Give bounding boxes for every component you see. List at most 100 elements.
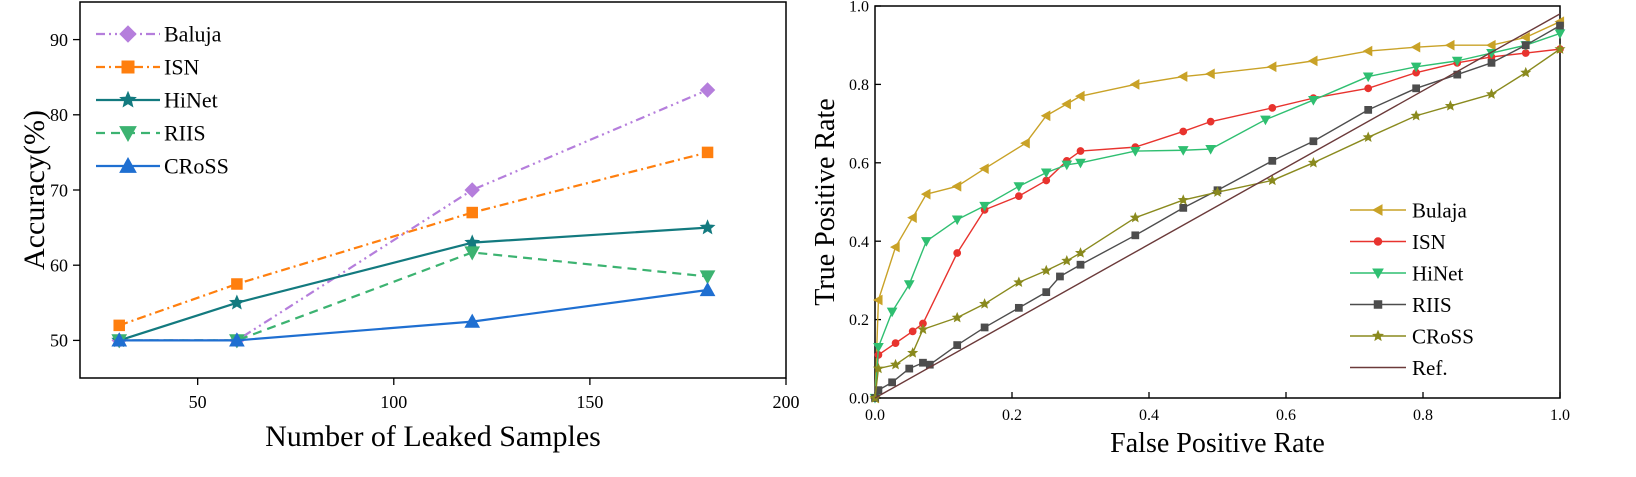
data-point [872,294,883,306]
data-point [951,311,963,323]
y-tick-label: 70 [50,180,68,200]
data-point [953,249,962,257]
legend: Bulaja ISN HiNet RIIS CRoSS Ref. [1350,198,1474,380]
data-point [1205,144,1216,155]
data-point [1556,21,1564,30]
legend-marker [1373,237,1383,246]
y-tick-label: 0.0 [849,391,869,408]
data-point [1040,264,1052,276]
data-point [1061,98,1071,110]
data-point [1013,276,1025,288]
data-point [905,364,914,373]
data-point [1131,231,1140,240]
data-point [464,246,481,261]
x-tick-label: 0.2 [1002,407,1022,424]
data-point [908,327,917,336]
series-hinet [869,29,1566,404]
data-point [1364,84,1373,93]
data-point [1040,110,1051,122]
y-tick-label: 0.4 [849,234,869,251]
data-point [1179,127,1188,136]
data-point [979,163,989,175]
x-tick-label: 0.0 [865,407,885,424]
data-point [1362,72,1374,83]
x-tick-label: 0.6 [1276,407,1296,424]
data-point [890,358,902,370]
data-point [1268,104,1277,112]
data-point [228,294,245,310]
y-tick-label: 60 [50,256,68,276]
data-point [891,339,900,347]
data-point [1129,79,1140,90]
data-point [888,378,896,387]
series-line [119,288,708,342]
y-axis-label: Accuracy(%) [18,110,51,270]
series-ref [874,13,1561,399]
x-tick-label: 1.0 [1550,407,1570,424]
legend-label: Baluja [164,22,222,47]
x-tick-label: 100 [380,392,407,412]
legend-label: CRoSS [164,154,229,179]
legend-label: ISN [164,55,200,80]
legend-marker [119,126,137,143]
data-point [1061,254,1073,266]
plot-frame [874,5,1561,399]
data-point [231,278,243,290]
series-line [874,13,1561,399]
data-point [1410,109,1422,121]
data-point [1074,90,1085,102]
data-point [1412,84,1421,93]
legend-label: RIIS [1412,293,1452,317]
data-point [979,298,991,309]
y-tick-label: 0.8 [849,77,869,94]
legend-marker [1372,268,1384,280]
data-point [1410,62,1422,73]
y-tick-label: 90 [50,30,68,50]
x-tick-label: 200 [773,392,800,412]
data-point [1260,115,1271,126]
y-axis-label: True Positive Rate [810,98,841,305]
data-point [701,146,714,159]
data-point [917,323,929,335]
series-line [118,226,708,342]
data-point [1211,186,1224,197]
data-point [699,281,716,297]
data-point [1485,39,1496,51]
data-point [1042,288,1051,297]
series-cross [869,43,1566,403]
data-point [951,180,962,192]
data-point [1177,194,1189,205]
data-point [1554,29,1566,39]
data-point [979,201,990,212]
data-point [1364,106,1373,114]
data-point [1487,58,1496,67]
data-point [907,212,917,224]
data-point [1444,39,1455,51]
data-point [1177,146,1189,156]
data-point [1308,95,1319,106]
data-point [1485,88,1498,99]
data-point [921,237,932,247]
legend-label: HiNet [1412,261,1463,285]
data-point [873,342,884,353]
data-point [1410,41,1421,53]
data-point [466,206,478,219]
legend-marker [119,25,137,43]
data-point [980,323,989,332]
data-point [1076,147,1085,155]
legend-marker [119,156,137,173]
chart-1: 50 100 150 200 50 60 70 80 90 Number of Leaked Sa… [18,1,800,453]
series-line [874,21,1561,399]
data-point [1129,211,1141,223]
y-tick-label: 80 [50,105,68,125]
data-point [1268,156,1277,165]
data-point [886,307,898,318]
data-point [920,188,931,200]
x-tick-label: 0.8 [1413,407,1433,424]
x-tick-label: 50 [189,392,207,412]
legend-label: CRoSS [1412,324,1474,348]
data-point [1040,168,1052,179]
series-cross [111,281,716,347]
data-point [1177,71,1188,82]
